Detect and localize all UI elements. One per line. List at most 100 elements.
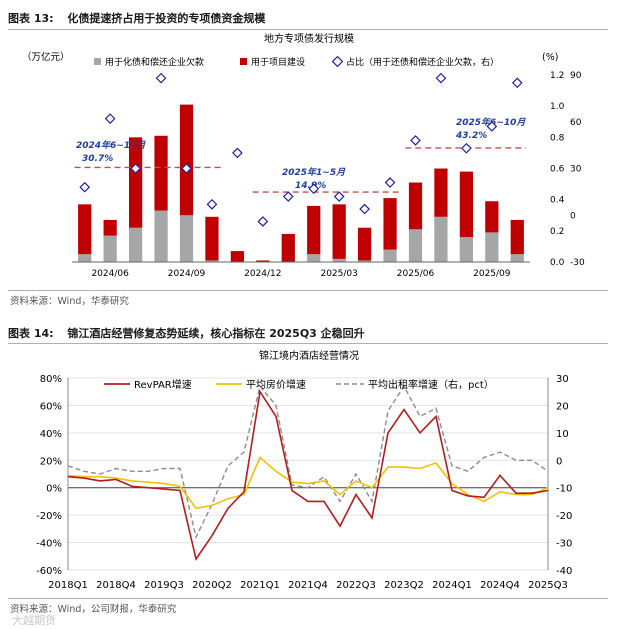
right-axis-tick: -20 [556, 511, 572, 522]
bar-debt [510, 254, 524, 262]
bar-project [78, 204, 92, 255]
x-axis-tick: 2018Q4 [96, 580, 136, 591]
x-axis-tick: 2025/06 [397, 269, 435, 279]
watermark: 大越期货 [12, 614, 56, 627]
figure13-top-rule [8, 29, 608, 30]
legend-swatch-debt [94, 58, 101, 65]
left-axis-tick: 40% [40, 429, 62, 440]
bar-project [154, 135, 168, 211]
bar-project [256, 260, 270, 262]
bar-project [179, 104, 194, 216]
share-marker [435, 72, 447, 84]
left-axis-tick: -20% [36, 511, 62, 522]
legend-label-debt: 用于化债和偿还企业欠款 [105, 56, 204, 68]
share-marker [511, 77, 523, 89]
legend-label-project: 用于项目建设 [251, 56, 305, 68]
share-marker [79, 181, 91, 193]
x-axis-tick: 2020Q2 [192, 580, 232, 591]
bar-debt [205, 260, 219, 262]
share-marker [359, 203, 370, 215]
bar-project [103, 219, 117, 236]
left-axis-tick: 0.2 [550, 227, 564, 237]
left-axis-tick: 60% [40, 401, 62, 412]
share-marker [104, 113, 116, 124]
share-marker [232, 147, 243, 159]
figure13-heading: 图表 13: 化债提速挤占用于投资的专项债资金规模 [8, 10, 265, 26]
bar-debt [78, 254, 92, 262]
bar-debt [179, 215, 194, 262]
share-marker [308, 183, 320, 195]
right-axis-tick: 30 [556, 374, 569, 385]
legend-label-share: 占比（用于还债和偿还企业欠款，右） [346, 56, 499, 68]
x-axis-tick: 2021Q1 [240, 580, 280, 591]
figure14-heading: 图表 14: 锦江酒店经营修复态势延续，核心指标在 2025Q3 企稳回升 [8, 325, 365, 341]
reference-value: 14.9% [295, 181, 326, 191]
right-axis-tick: 60 [570, 118, 582, 128]
left-axis-tick: 80% [40, 374, 62, 385]
figure14-source: 资料来源：Wind，公司财报，华泰研究 [10, 604, 177, 615]
share-marker [333, 191, 345, 202]
left-axis-tick: -40% [36, 539, 62, 550]
bar-project [332, 204, 346, 259]
x-axis-tick: 2024/12 [244, 269, 281, 279]
bar-debt [459, 237, 474, 262]
right-axis-tick: -40 [556, 566, 572, 577]
bar-project [383, 198, 397, 250]
x-axis-tick: 2019Q3 [144, 580, 184, 591]
left-axis-tick: 1.0 [550, 102, 565, 112]
bar-project [230, 251, 245, 262]
legend-label-occupancy: 平均出租率增速（右，pct） [368, 378, 494, 391]
bar-project [459, 171, 474, 238]
share-marker [486, 121, 498, 132]
figure13-label: 图表 13: [8, 12, 54, 25]
figure13-title: 化债提速挤占用于投资的专项债资金规模 [67, 12, 266, 25]
chart-jinjiang-hotel-operations: 锦江境内酒店经营情况 -60% -40% -20% 0% 20% 40% 60% 80% -40 -… [36, 349, 572, 591]
bar-debt [383, 249, 397, 262]
legend-label-adr: 平均房价增速 [246, 378, 306, 391]
bar-debt [408, 229, 423, 262]
series-occupancy [67, 384, 549, 540]
share-marker [155, 72, 167, 84]
bar-debt [332, 258, 346, 262]
left-axis-tick: -60% [36, 566, 62, 577]
bar-debt [434, 216, 448, 262]
chart1-right-unit: (%) [542, 52, 558, 63]
bar-project [205, 216, 219, 261]
right-axis-tick: 90 [570, 71, 582, 81]
bar-project [307, 205, 321, 255]
legend-label-revpar: RevPAR增速 [134, 378, 192, 391]
bar-project [510, 219, 524, 255]
share-marker [257, 216, 269, 227]
left-axis-tick: 0.4 [550, 196, 565, 206]
left-axis-tick: 0% [46, 484, 62, 495]
figure13-bottom-rule [8, 290, 608, 291]
share-marker [410, 135, 421, 146]
right-axis-tick: 0 [570, 211, 576, 221]
x-axis-tick: 2024Q1 [432, 580, 472, 591]
legend-swatch-project [240, 58, 247, 65]
figure14-top-rule [8, 343, 608, 344]
right-axis-tick: 20 [556, 401, 569, 412]
bar-project [434, 168, 448, 217]
right-axis-tick: -10 [556, 484, 572, 495]
right-axis-tick: 10 [556, 429, 569, 440]
bar-project [357, 227, 372, 261]
x-axis-tick: 2024/06 [91, 269, 129, 279]
series-revpar [67, 389, 549, 561]
bar-project [128, 137, 143, 228]
figure14-bottom-rule [8, 598, 608, 599]
x-axis-tick: 2025Q3 [528, 580, 568, 591]
bar-project [408, 182, 423, 230]
right-axis-tick: -30 [570, 258, 585, 268]
figure13-source: 资料来源：Wind，华泰研究 [10, 296, 129, 307]
x-axis-tick: 2025/09 [473, 269, 511, 279]
share-marker [181, 163, 192, 174]
x-axis-tick: 2025/03 [320, 269, 357, 279]
x-axis-tick: 2022Q3 [336, 580, 376, 591]
x-axis-tick: 2018Q1 [48, 580, 88, 591]
bar-debt [485, 232, 499, 262]
right-axis-tick: -30 [556, 539, 572, 550]
x-axis-tick: 2024Q4 [480, 580, 520, 591]
x-axis-tick: 2024/09 [168, 269, 206, 279]
x-axis-tick: 2023Q2 [384, 580, 424, 591]
